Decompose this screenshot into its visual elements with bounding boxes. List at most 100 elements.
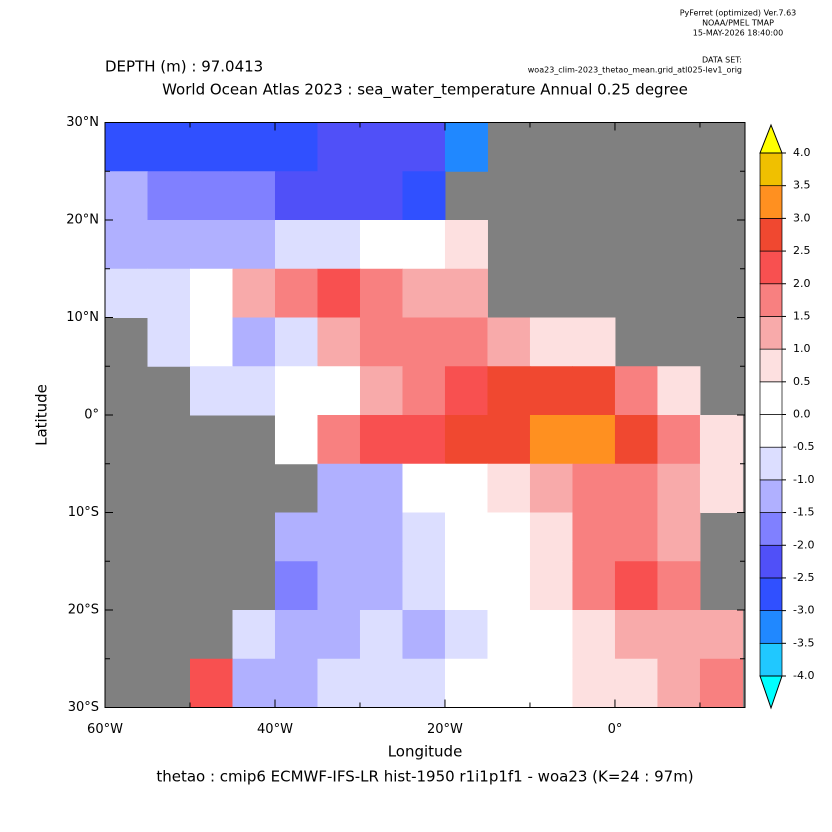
cell xyxy=(657,366,701,416)
cell xyxy=(189,171,233,221)
cell xyxy=(529,366,573,416)
cell xyxy=(699,463,743,513)
cell xyxy=(572,561,616,611)
cell xyxy=(614,415,658,465)
cell xyxy=(487,561,531,611)
cell xyxy=(487,415,531,465)
cell xyxy=(274,366,318,416)
cell xyxy=(402,122,446,172)
cell xyxy=(487,366,531,416)
cell xyxy=(105,268,148,318)
cell xyxy=(402,463,446,513)
y-axis-label: Latitude xyxy=(33,384,51,446)
x-tick-label: 20°W xyxy=(427,722,463,737)
cell xyxy=(402,658,446,708)
x-tick-label: 60°W xyxy=(87,722,123,737)
org-label: NOAA/PMEL TMAP xyxy=(702,19,774,28)
colorbar-swatch xyxy=(759,577,783,611)
colorbar-label: 4.0 xyxy=(793,146,811,159)
colorbar-label: 2.0 xyxy=(793,277,811,290)
cell xyxy=(274,171,318,221)
cell xyxy=(572,463,616,513)
colorbar-label: 1.0 xyxy=(793,342,811,355)
colorbar-label: -1.5 xyxy=(793,506,814,519)
cell xyxy=(699,610,743,660)
colorbar-label: -3.0 xyxy=(793,604,814,617)
colorbar-swatch xyxy=(759,152,783,187)
x-axis-label: Longitude xyxy=(388,743,463,761)
software-label: PyFerret (optimized) Ver.7.63 xyxy=(680,9,797,18)
cell xyxy=(444,658,488,708)
cell xyxy=(274,512,318,562)
cell xyxy=(359,268,403,318)
cell xyxy=(359,220,403,270)
cell xyxy=(572,512,616,562)
cell xyxy=(317,415,361,465)
cell xyxy=(359,463,403,513)
timestamp: 15-MAY-2026 18:40:00 xyxy=(693,29,783,38)
cell xyxy=(189,366,233,416)
cell xyxy=(572,415,616,465)
cell xyxy=(317,463,361,513)
cell xyxy=(359,512,403,562)
cell xyxy=(487,512,531,562)
cell xyxy=(657,415,701,465)
cell xyxy=(529,463,573,513)
cell xyxy=(274,220,318,270)
cell xyxy=(317,512,361,562)
cell xyxy=(147,171,191,221)
colorbar-under xyxy=(759,675,783,710)
cell xyxy=(232,658,276,708)
cell xyxy=(614,658,658,708)
cell xyxy=(614,512,658,562)
y-tick-label: 30°S xyxy=(68,700,99,715)
caption: thetao : cmip6 ECMWF-IFS-LR hist-1950 r1… xyxy=(156,768,693,786)
cell xyxy=(359,122,403,172)
cell xyxy=(317,561,361,611)
cell xyxy=(317,317,361,367)
cell xyxy=(359,366,403,416)
cell xyxy=(444,561,488,611)
cell xyxy=(105,220,148,270)
colorbar-swatch xyxy=(759,250,783,285)
y-tick-label: 20°N xyxy=(66,213,99,228)
cell xyxy=(232,220,276,270)
cell xyxy=(444,366,488,416)
colorbar-label: 2.5 xyxy=(793,244,811,257)
x-tick-label: 40°W xyxy=(257,722,293,737)
cell xyxy=(657,658,701,708)
colorbar-label: -0.5 xyxy=(793,440,814,453)
chart-title: World Ocean Atlas 2023 : sea_water_tempe… xyxy=(162,81,688,100)
cell xyxy=(189,122,233,172)
cell xyxy=(232,366,276,416)
cell xyxy=(359,610,403,660)
cell xyxy=(359,171,403,221)
colorbar-label: 0.5 xyxy=(793,375,811,388)
colorbar-swatch xyxy=(759,283,783,317)
colorbar-swatch xyxy=(759,218,783,252)
cell xyxy=(317,171,361,221)
cell xyxy=(232,268,276,318)
cell xyxy=(402,561,446,611)
y-tick-label: 30°N xyxy=(66,115,99,130)
cell xyxy=(147,122,191,172)
cell xyxy=(529,512,573,562)
cell xyxy=(232,317,276,367)
y-tick-label: 0° xyxy=(84,408,99,423)
cell xyxy=(487,463,531,513)
cell xyxy=(572,610,616,660)
colorbar-label: 0.0 xyxy=(793,408,811,421)
colorbar-swatch xyxy=(759,479,783,513)
cell xyxy=(274,561,318,611)
cell xyxy=(274,122,318,172)
cell xyxy=(444,220,488,270)
cell xyxy=(317,122,361,172)
cell xyxy=(657,512,701,562)
cell xyxy=(699,658,743,708)
cell xyxy=(572,366,616,416)
cell xyxy=(317,610,361,660)
cell xyxy=(402,366,446,416)
cell xyxy=(317,268,361,318)
cell xyxy=(232,171,276,221)
cell xyxy=(105,122,148,172)
